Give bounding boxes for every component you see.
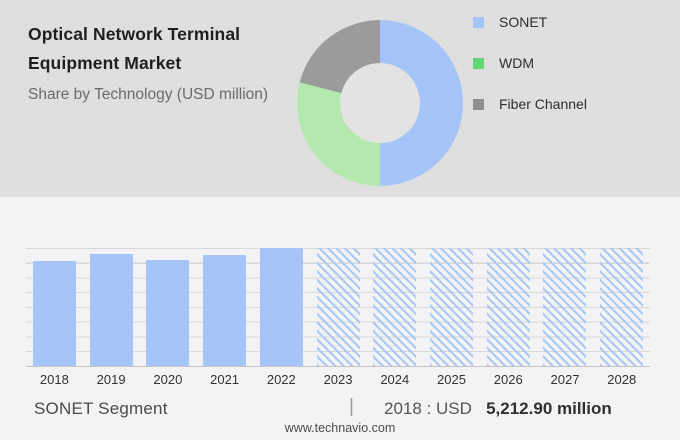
page-subtitle: Share by Technology (USD million) xyxy=(28,86,269,103)
x-axis-line xyxy=(26,366,650,367)
legend-label: Fiber Channel xyxy=(499,96,587,112)
historic-bar xyxy=(259,248,303,366)
bar-column xyxy=(139,260,196,366)
caption-value: 2018 : USD 5,212.90 million xyxy=(384,399,612,419)
bar-column xyxy=(26,261,83,366)
donut-panel: Optical Network Terminal Equipment Marke… xyxy=(0,0,680,197)
x-axis-label: 2022 xyxy=(266,372,296,387)
legend-swatch-icon xyxy=(473,57,484,69)
forecast-bar xyxy=(543,248,587,366)
legend-swatch-icon xyxy=(473,16,484,28)
page-title-line1: Optical Network Terminal xyxy=(28,24,241,44)
historic-bar xyxy=(203,255,247,366)
caption-value-bold: 5,212.90 million xyxy=(486,399,612,418)
x-axis-label: 2020 xyxy=(153,372,183,387)
x-axis-label: 2025 xyxy=(437,372,466,387)
historic-bar xyxy=(32,261,76,366)
bar-column xyxy=(366,248,423,366)
title-block: Optical Network Terminal Equipment Marke… xyxy=(28,20,298,104)
historic-bar xyxy=(146,260,190,366)
forecast-bar xyxy=(373,248,417,366)
caption-value-regular: 2018 : USD xyxy=(384,399,472,418)
x-axis-label: 2027 xyxy=(550,372,580,387)
bar-chart-plot xyxy=(26,248,650,367)
legend-item: Fiber Channel xyxy=(473,96,587,112)
page-title-line2: Equipment Market xyxy=(28,53,182,73)
donut-hole xyxy=(340,63,420,143)
x-axis-label: 2028 xyxy=(607,372,637,387)
donut-chart xyxy=(297,20,463,186)
legend-label: WDM xyxy=(499,55,534,71)
forecast-bar xyxy=(430,248,473,366)
x-axis-label: 2019 xyxy=(96,372,126,387)
legend-item: SONET xyxy=(473,14,587,30)
bar-column xyxy=(423,248,480,366)
x-axis-label: 2024 xyxy=(380,372,410,387)
caption-separator: | xyxy=(349,396,354,417)
legend-label: SONET xyxy=(499,14,548,30)
x-axis-label: 2021 xyxy=(210,372,240,387)
forecast-bar xyxy=(316,248,360,366)
bar-column xyxy=(196,255,253,366)
website-url: www.technavio.com xyxy=(284,421,396,435)
x-axis-label: 2026 xyxy=(493,372,523,387)
bar-column xyxy=(253,248,310,366)
legend-item: WDM xyxy=(473,55,587,71)
x-axis-labels: 2018 2019 2020 2021 2022 2023 2024 2025 2026 2027… xyxy=(26,372,650,387)
legend-swatch-icon xyxy=(473,98,484,110)
x-axis-label: 2018 xyxy=(39,372,69,387)
bar-column xyxy=(480,248,537,366)
bar-column xyxy=(537,248,594,366)
bars-row xyxy=(26,248,650,366)
bar-column xyxy=(310,248,367,366)
segment-label: SONET Segment xyxy=(34,399,168,418)
forecast-bar xyxy=(600,248,644,366)
x-axis-label: 2023 xyxy=(323,372,353,387)
forecast-bar xyxy=(486,248,530,366)
bar-column xyxy=(83,254,140,366)
bar-column xyxy=(593,248,650,366)
historic-bar xyxy=(89,254,133,366)
donut-legend: SONET WDM Fiber Channel xyxy=(473,14,587,138)
